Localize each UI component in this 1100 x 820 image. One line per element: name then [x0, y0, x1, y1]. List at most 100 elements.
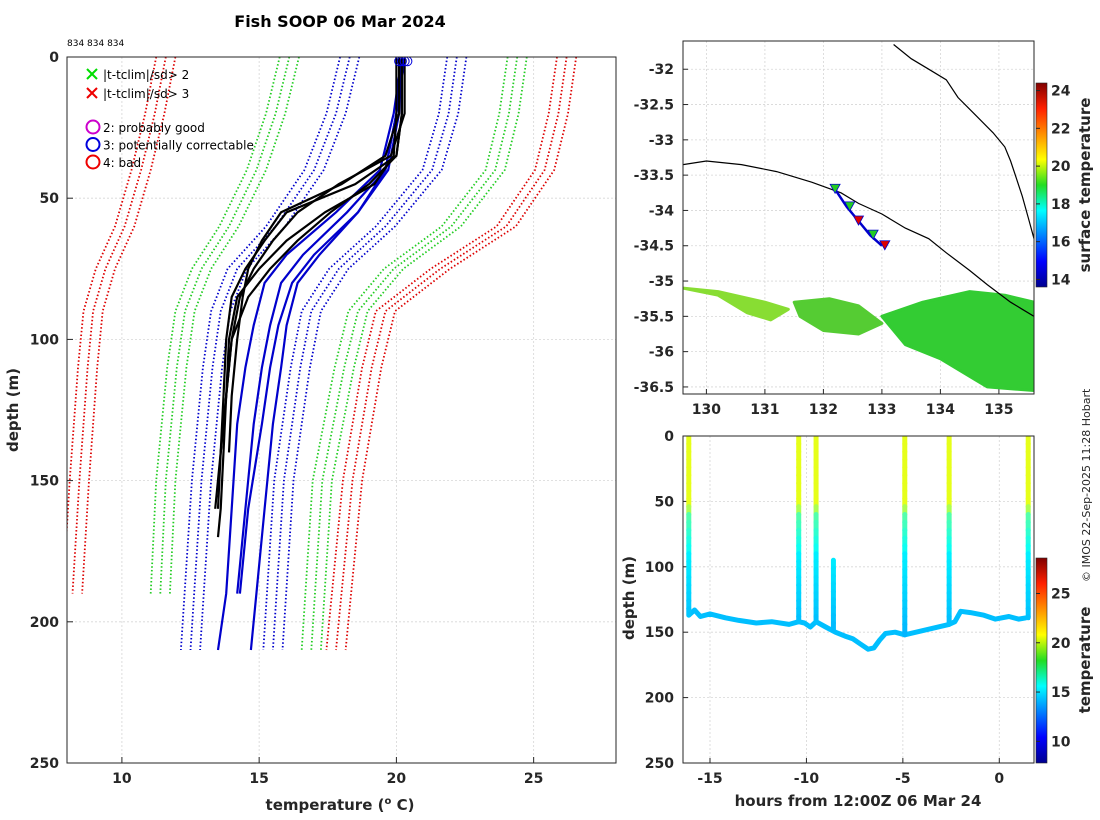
y-tick-label: 100: [30, 332, 59, 348]
y-tick-label: 150: [30, 474, 59, 490]
climatology-mean-line: [238, 57, 403, 594]
climatology-envelope-line: [67, 57, 158, 541]
legend-x-stroke: [86, 68, 98, 80]
legend-label: 3: potentially correctable: [103, 139, 254, 153]
sst-colorbar-tick-label: 24: [1051, 84, 1071, 100]
credit-text: © IMOS 22-Sep-2025 11:28 Hobart: [1080, 388, 1093, 582]
y-tick-label: 200: [30, 615, 59, 631]
y-axis-label: depth (m): [4, 368, 22, 452]
x-tick-label: 20: [387, 771, 407, 787]
temperature-colorbar: [1035, 557, 1048, 764]
time-tick-label: -15: [697, 771, 722, 787]
sst-colorbar-ticks: 14 16 18 20 22 24: [1036, 84, 1071, 288]
depth-axis-label: depth (m): [620, 556, 638, 640]
lat-tick-label: -32: [649, 62, 674, 78]
plot-frame: [66, 56, 617, 764]
climatology-envelope-line: [189, 57, 351, 651]
lon-tick-label: 132: [809, 402, 838, 418]
flag-marker: [852, 215, 865, 226]
y-tick-label: 250: [30, 756, 59, 772]
temperature-profile-line: [214, 57, 403, 509]
climatology-envelope-line: [320, 57, 528, 651]
lon-tick-label: 135: [984, 402, 1013, 418]
temperature-colorbar-tick-label: 20: [1051, 636, 1071, 652]
climatology-envelope-line: [180, 57, 341, 651]
legend-circle-marker: [85, 119, 101, 135]
legend-x-stroke: [86, 87, 98, 99]
legend-label: |t-tclim|/sd> 3: [103, 87, 189, 101]
temperature-colorbar-tick-label: 25: [1051, 586, 1070, 602]
legend-label: |t-tclim|/sd> 2: [103, 68, 189, 82]
sst-colorbar-tick-label: 18: [1051, 197, 1070, 213]
lat-tick-label: -36: [649, 345, 674, 361]
climatology-envelope-line: [71, 57, 167, 594]
lon-tick-label: 131: [750, 402, 779, 418]
climatology-envelope-line: [81, 57, 177, 594]
depth-tick-label: 50: [655, 494, 675, 510]
climatology-envelope-line: [272, 57, 458, 651]
flag-marker: [829, 183, 841, 195]
lat-tick-label: -33.5: [634, 168, 674, 184]
y-tick-label: 0: [49, 50, 59, 66]
depth-tick-label: 100: [645, 560, 674, 576]
flag-marker-potentially-correctable: [402, 57, 413, 67]
sst-colorbar: [1035, 82, 1048, 288]
flag-marker-potentially-correctable: [399, 57, 410, 67]
legend-x-marker: [86, 87, 98, 99]
flag-marker-potentially-correctable: [396, 57, 407, 67]
sst-colorbar-tick-label: 22: [1051, 121, 1070, 137]
time-tick-label: 0: [994, 771, 1004, 787]
climatology-envelope-line: [300, 57, 509, 651]
depth-tick-label: 200: [645, 691, 674, 707]
time-tick-label: -5: [895, 771, 911, 787]
flag-marker-potentially-correctable: [394, 57, 405, 67]
track-map: 130 131 132 133 134 135 -32 -32.5 -33 -33.5 -34 -34…: [634, 40, 1035, 418]
temperature-profile-line: [216, 57, 398, 538]
legend-circle-marker: [85, 137, 101, 152]
legend-circle-marker: [85, 154, 101, 170]
sst-patch: [683, 286, 790, 322]
lat-tick-label: -35: [649, 274, 674, 290]
y-tick-label: 50: [40, 191, 60, 207]
depth-tick-label: 0: [664, 429, 674, 445]
climatology-envelope-line: [335, 57, 568, 651]
depth-tick-label: 250: [645, 756, 674, 772]
coastline: [893, 44, 1034, 239]
temperature-colorbar-label: temperature: [1076, 607, 1094, 714]
depth-tick-label: 150: [645, 625, 674, 641]
temperature-colorbar-tick-label: 10: [1051, 734, 1071, 750]
temperature-profile-line: [227, 57, 401, 453]
temperature-colorbar-ticks: 10 15 20 25: [1036, 586, 1071, 750]
x-tick-label: 15: [249, 771, 268, 787]
coastline: [683, 160, 1034, 317]
lat-tick-label: -34: [649, 203, 675, 219]
x-axis-label: temperature (o C): [266, 796, 415, 814]
temperature-profile-line: [219, 57, 406, 453]
lat-tick-label: -33: [649, 133, 674, 149]
climatology-envelope-line: [159, 57, 291, 594]
climatology-envelope-line: [199, 57, 361, 651]
profile-id-label: 834 834 834: [67, 39, 125, 49]
cast-area: [686, 436, 1031, 652]
bottom-depth-trace: [687, 607, 1027, 652]
flag-marker: [879, 240, 891, 251]
sst-patch: [880, 290, 1034, 392]
sst-colorbar-tick-label: 16: [1051, 235, 1070, 251]
flag-marker: [867, 229, 879, 240]
x-tick-label: 10: [112, 771, 132, 787]
legend-x-marker: [86, 68, 98, 80]
sst-colorbar-tick-label: 14: [1051, 272, 1071, 288]
time-tick-label: -10: [794, 771, 820, 787]
lat-tick-label: -34.5: [634, 239, 674, 255]
depth-time-chart: -15 -10 -5 0 0 50 100 150 200 250: [645, 429, 1035, 787]
climatology-envelope-line: [281, 57, 468, 651]
climatology-envelope-line: [344, 57, 578, 651]
x-tick-label: 25: [524, 771, 543, 787]
temperature-colorbar-tick-label: 15: [1051, 685, 1070, 701]
climatology-envelope-line: [169, 57, 300, 594]
climatology-envelope-line: [149, 57, 281, 594]
lon-tick-label: 133: [867, 402, 896, 418]
sst-patch: [792, 297, 884, 336]
